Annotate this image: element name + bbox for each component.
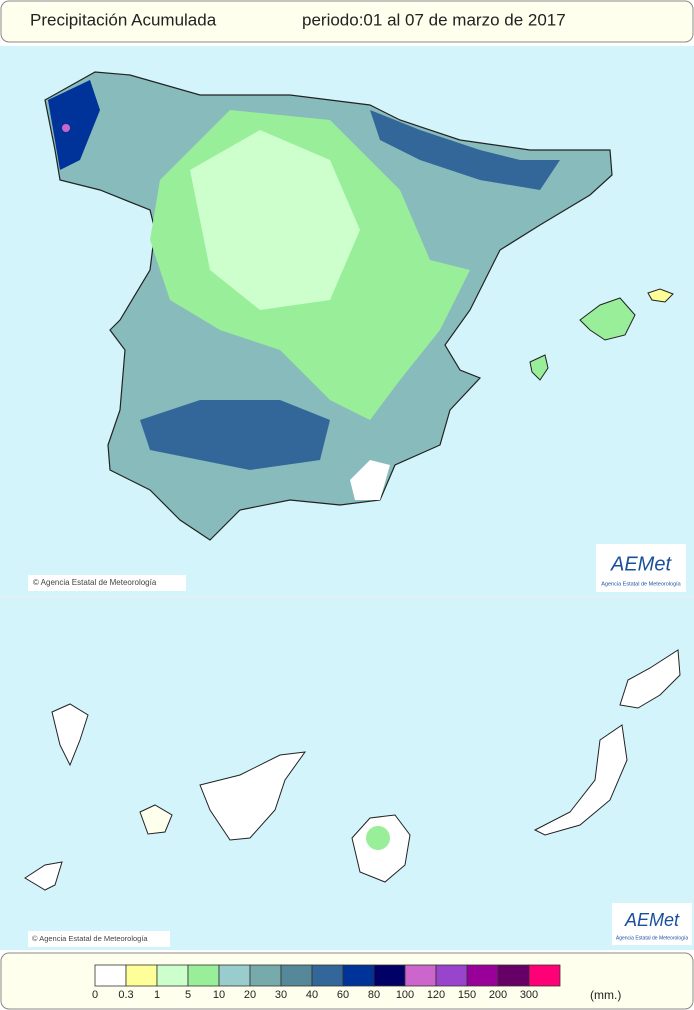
legend-label: 120 [427,989,445,1001]
legend-label: 80 [368,989,380,1001]
ibiza [529,354,549,381]
legend-swatch [311,964,344,987]
dark-zone [370,110,560,190]
legend-swatch [497,964,530,987]
logo-subtitle: Agencia Estatal de Meteorología [616,935,688,941]
logo-subtitle: Agencia Estatal de Meteorología [601,581,681,587]
logo: AEMet [610,553,672,575]
legend-swatch [280,964,313,987]
legend-label: 300 [520,989,538,1001]
legend-swatch [249,964,282,987]
legend-label: 40 [306,989,318,1001]
peak [62,124,70,132]
period: periodo:01 al 07 de marzo de 2017 [302,10,566,29]
legend-label: 1 [154,989,160,1001]
legend-swatch [528,964,561,987]
legend-label: 5 [185,989,191,1001]
tenerife [199,751,307,841]
legend-swatch [94,964,127,987]
dark-zone [140,400,330,470]
notice-box [28,575,186,591]
legend-label: 20 [244,989,256,1001]
logo-box [596,544,686,592]
mallorca [579,297,636,341]
legend-swatch [404,964,437,987]
fuerteventura [533,724,628,836]
legend-label: 0.3 [118,989,133,1001]
legend-swatch [342,964,375,987]
legend-label: 10 [213,989,225,1001]
la-gomera [139,804,173,835]
dry-zone [350,460,390,500]
legend-label: 0 [92,989,98,1001]
la-palma [51,703,89,767]
legend-unit: (mm.) [590,988,621,1002]
el-hierro [24,861,63,891]
wet-zone [366,826,390,850]
legend-label: 100 [396,989,414,1001]
legend-label: 60 [337,989,349,1001]
lanzarote [619,649,681,709]
legend-swatch [466,964,499,987]
notice: © Agencia Estatal de Meteorología [33,578,157,587]
legend-label: 30 [275,989,287,1001]
light-zone [190,130,360,310]
legend-label: 200 [489,989,507,1001]
legend-swatch [125,964,158,987]
logo: AEMet [624,910,680,930]
notice-box [28,931,170,947]
menorca [647,288,674,303]
legend-swatch [187,964,220,987]
notice: © Agencia Estatal de Meteorología [32,934,148,943]
legend-swatch [373,964,406,987]
header-box [0,0,694,43]
legend-swatch [218,964,251,987]
legend-swatch [156,964,189,987]
title: Precipitación Acumulada [30,10,217,29]
legend-swatch [435,964,468,987]
logo-box [612,903,692,945]
legend-label: 150 [458,989,476,1001]
dark-zone [48,80,100,170]
